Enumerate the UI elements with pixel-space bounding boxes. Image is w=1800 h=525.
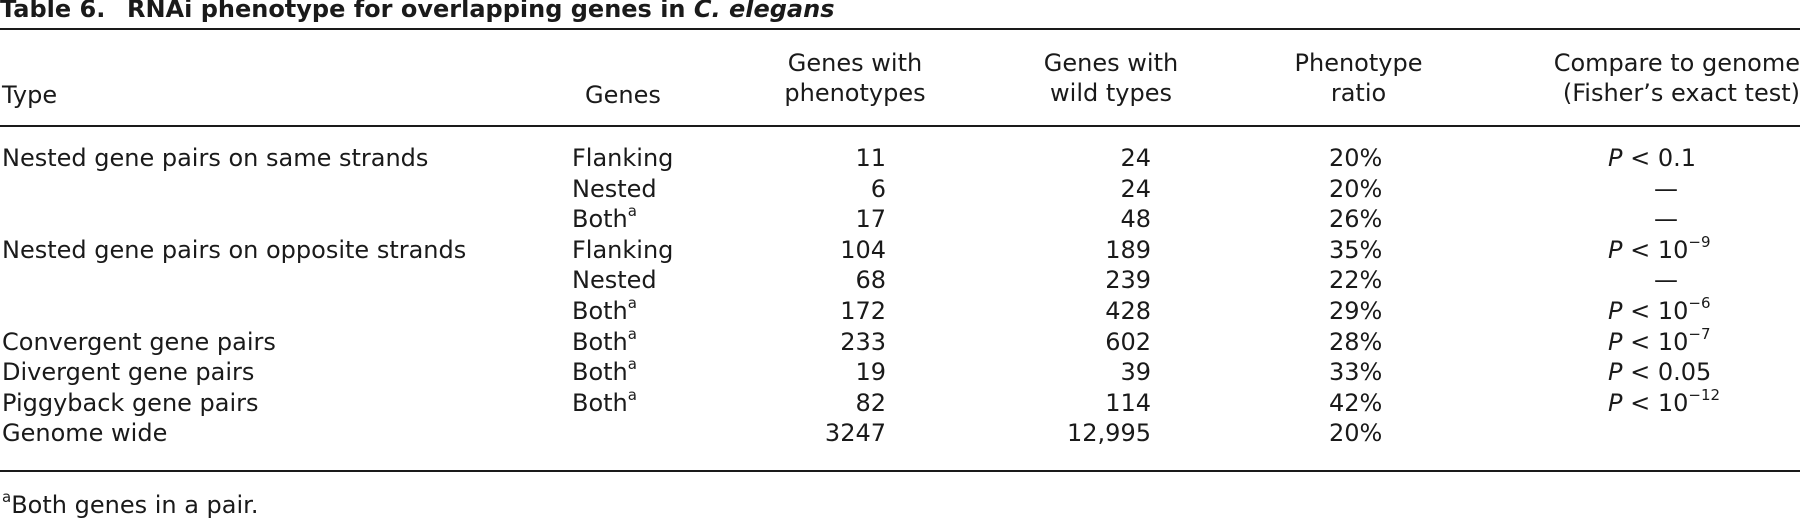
cell-fisher-no-value: — (1654, 174, 1678, 203)
table-row: Nested 6 24 20% — (0, 174, 1800, 205)
cell-genes-with-wild-types: 12,995 (1067, 419, 1151, 448)
table-row: Botha 172 428 29% P < 10−6 (0, 296, 1800, 327)
cell-genes-with-wild-types: 48 (1120, 205, 1151, 234)
cell-genes-with-phenotypes: 233 (840, 327, 886, 356)
cell-fisher-p-value: P < 0.05 (1608, 358, 1712, 387)
cell-genes: Flanking (572, 144, 674, 172)
table-row: Nested 68 239 22% — (0, 265, 1800, 296)
cell-genes: Botha (572, 355, 637, 387)
cell-genes: Flanking (572, 235, 674, 264)
cell-fisher-no-value: — (1654, 266, 1678, 295)
top-rule (0, 28, 1800, 30)
table-row: Genome wide 3247 12,995 20% (0, 418, 1800, 449)
cell-type: Convergent gene pairs (2, 327, 276, 356)
footnote-ref: a (627, 324, 637, 343)
table-caption: Table 6. RNAi phenotype for overlapping … (0, 0, 835, 24)
table-row: Nested gene pairs on opposite strands Fla… (0, 232, 1800, 266)
cell-genes-with-wild-types: 24 (1120, 174, 1151, 203)
cell-fisher-no-value: — (1654, 205, 1678, 234)
cell-phenotype-ratio: 20% (1329, 419, 1383, 448)
cell-genes-with-wild-types: 428 (1105, 297, 1151, 325)
footnote-ref: a (627, 385, 637, 404)
cell-genes: Botha (572, 324, 637, 356)
table-row: Convergent gene pairs Botha 233 602 28% P < 1… (0, 324, 1800, 358)
cell-phenotype-ratio: 20% (1329, 174, 1383, 203)
cell-fisher-p-value: P < 10−7 (1608, 324, 1711, 356)
table-row: Piggyback gene pairs Botha 82 114 42% P < 10−… (0, 385, 1800, 419)
cell-genes-with-phenotypes: 6 (870, 174, 886, 203)
footnote-ref: a (627, 355, 637, 374)
footnote-text: Both genes in a pair. (11, 491, 259, 519)
cell-fisher-p-value: P < 0.1 (1608, 144, 1697, 172)
cell-type: Nested gene pairs on opposite strands (2, 235, 467, 264)
table-row: Nested gene pairs on same strands Flankin… (0, 143, 1800, 174)
cell-genes-with-wild-types: 24 (1120, 144, 1151, 172)
cell-fisher-p-value: P < 10−12 (1608, 385, 1721, 417)
cell-genes: Botha (572, 294, 637, 326)
table-title: RNAi phenotype for overlapping genes in (126, 0, 694, 23)
cell-phenotype-ratio: 28% (1329, 327, 1383, 356)
cell-type: Piggyback gene pairs (2, 388, 259, 417)
cell-phenotype-ratio: 35% (1329, 235, 1383, 264)
cell-fisher-p-value: P < 10−9 (1608, 232, 1711, 264)
header-phenotype-ratio: Phenotype ratio (1294, 49, 1423, 107)
bottom-rule (0, 470, 1800, 472)
cell-genes: Botha (572, 202, 637, 234)
cell-genes: Nested (572, 266, 657, 295)
footnote: aBoth genes in a pair. (2, 490, 258, 520)
header-genes-with-wild-types: Genes with wild types (1043, 49, 1179, 107)
cell-genes-with-wild-types: 239 (1105, 266, 1151, 295)
header-genes-with-phenotypes: Genes with phenotypes (784, 49, 926, 107)
header-rule (0, 125, 1800, 127)
cell-phenotype-ratio: 33% (1329, 358, 1383, 387)
cell-genes-with-wild-types: 189 (1105, 235, 1151, 264)
cell-genes-with-phenotypes: 17 (855, 205, 886, 234)
header-genes: Genes (585, 81, 661, 109)
cell-phenotype-ratio: 22% (1329, 266, 1383, 295)
cell-genes: Nested (572, 174, 657, 203)
header-type: Type (2, 81, 58, 109)
cell-phenotype-ratio: 42% (1329, 388, 1383, 417)
cell-genes-with-phenotypes: 3247 (824, 419, 886, 448)
cell-genes-with-wild-types: 39 (1120, 358, 1151, 387)
cell-phenotype-ratio: 20% (1329, 144, 1383, 172)
footnote-ref: a (627, 294, 637, 312)
table-row: Botha 17 48 26% — (0, 204, 1800, 235)
cell-phenotype-ratio: 29% (1329, 297, 1383, 325)
cell-type: Nested gene pairs on same strands (2, 144, 429, 172)
cell-genes-with-phenotypes: 82 (855, 388, 886, 417)
cell-genes-with-phenotypes: 11 (855, 144, 886, 172)
header-compare-to-genome: Compare to genome (Fisher’s exact test) (1553, 49, 1800, 107)
table-label: Table 6. (0, 0, 106, 23)
table-row: Divergent gene pairs Botha 19 39 33% P < 0.05 (0, 357, 1800, 388)
footnote-ref: a (627, 202, 637, 221)
cell-genes-with-phenotypes: 104 (840, 235, 886, 264)
cell-genes-with-wild-types: 114 (1105, 388, 1151, 417)
cell-type: Divergent gene pairs (2, 358, 255, 387)
footnote-mark: a (2, 488, 12, 506)
cell-genes-with-wild-types: 602 (1105, 327, 1151, 356)
cell-genes: Botha (572, 385, 637, 417)
table-title-species: C. elegans (693, 0, 835, 23)
cell-genes-with-phenotypes: 172 (840, 297, 886, 325)
cell-genes-with-phenotypes: 68 (855, 266, 886, 295)
cell-genes-with-phenotypes: 19 (855, 358, 886, 387)
cell-type: Genome wide (2, 419, 168, 448)
cell-phenotype-ratio: 26% (1329, 205, 1383, 234)
cell-fisher-p-value: P < 10−6 (1608, 294, 1711, 326)
